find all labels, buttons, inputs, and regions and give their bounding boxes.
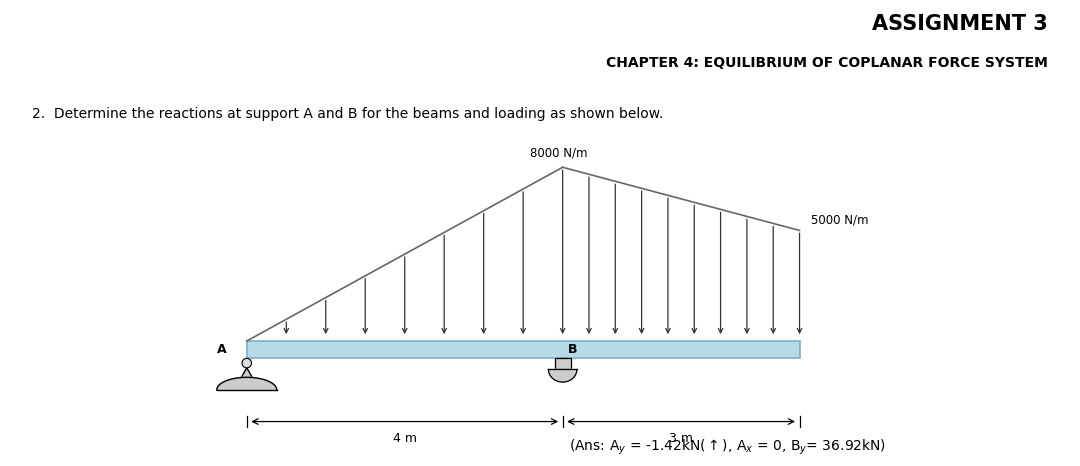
Text: 8000 N/m: 8000 N/m <box>530 146 588 159</box>
Text: (Ans: A$_y$ = -1.42kN($\uparrow$), A$_x$ = 0, B$_y$= 36.92kN): (Ans: A$_y$ = -1.42kN($\uparrow$), A$_x$… <box>568 438 886 457</box>
Text: ASSIGNMENT 3: ASSIGNMENT 3 <box>872 14 1048 34</box>
Polygon shape <box>217 377 276 390</box>
Circle shape <box>242 358 252 368</box>
Text: B: B <box>567 343 577 356</box>
Text: 4 m: 4 m <box>393 432 417 445</box>
Text: CHAPTER 4: EQUILIBRIUM OF COPLANAR FORCE SYSTEM: CHAPTER 4: EQUILIBRIUM OF COPLANAR FORCE… <box>606 56 1048 70</box>
Polygon shape <box>549 370 577 382</box>
Text: A: A <box>217 343 227 356</box>
Polygon shape <box>234 368 259 390</box>
Text: 2.  Determine the reactions at support A and B for the beams and loading as show: 2. Determine the reactions at support A … <box>32 107 663 121</box>
Bar <box>246 341 799 358</box>
Text: 3 m: 3 m <box>670 432 693 445</box>
Text: 5000 N/m: 5000 N/m <box>811 213 869 226</box>
Bar <box>555 358 570 370</box>
